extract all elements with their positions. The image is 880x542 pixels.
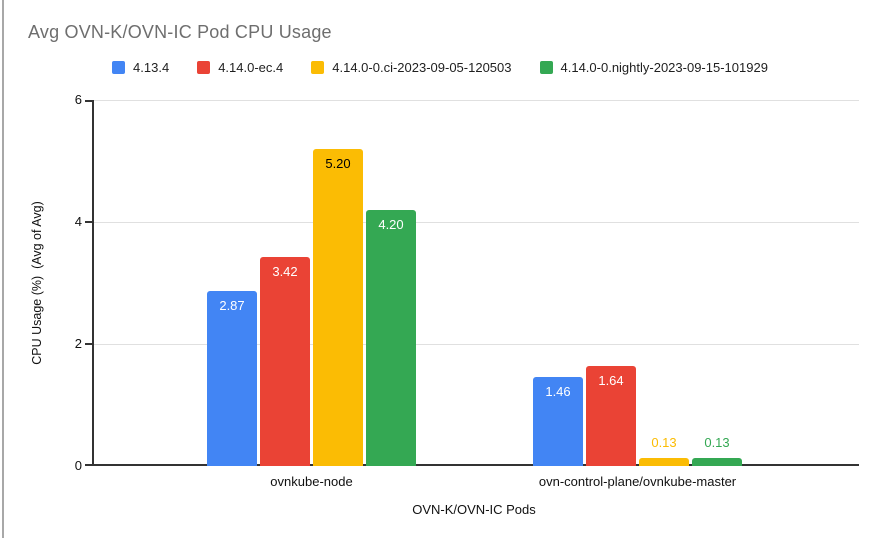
page-left-border <box>2 0 4 538</box>
y-tick-4 <box>85 221 92 223</box>
y-axis-title: CPU Usage (%) (Avg of Avg) <box>30 201 44 365</box>
gridline-4 <box>94 222 859 223</box>
bar-4.14.0-ec.4[interactable]: 3.42 <box>260 257 310 466</box>
legend-swatch-icon <box>539 61 553 74</box>
legend-item-4.14.0-nightly[interactable]: 4.14.0-0.nightly-2023-09-15-101929 <box>539 60 768 75</box>
bar-value-label: 1.64 <box>598 373 624 388</box>
category-label: ovn-control-plane/ovnkube-master <box>538 474 737 489</box>
plot-area: 6 4 2 0 ovnkube-node 2.87 3.42 5.20 4.20 ov… <box>75 92 859 489</box>
bar-value-label: 3.42 <box>272 264 298 279</box>
legend-swatch-icon <box>112 61 126 74</box>
legend: 4.13.4 4.14.0-ec.4 4.14.0-0.ci-2023-09-0… <box>0 60 880 75</box>
bar-4.14.0-0.ci-2023-09-05-120503[interactable]: 5.20 <box>313 149 363 466</box>
x-axis-line <box>94 464 859 466</box>
legend-label: 4.14.0-ec.4 <box>218 60 284 75</box>
bar-group-ovnkube-master: ovn-control-plane/ovnkube-master 1.46 1.6… <box>533 100 742 489</box>
bar-value-label: 0.13 <box>651 435 677 450</box>
legend-item-4.14.0-ci[interactable]: 4.14.0-0.ci-2023-09-05-120503 <box>311 60 512 75</box>
y-tick-label-2: 2 <box>74 336 82 351</box>
gridline-6 <box>94 100 859 101</box>
bar-value-label: 4.20 <box>378 217 404 232</box>
legend-swatch-icon <box>311 61 325 74</box>
y-tick-label-6: 6 <box>74 92 82 107</box>
gridline-2 <box>94 344 859 345</box>
y-tick-label-0: 0 <box>74 458 82 473</box>
y-tick-label-4: 4 <box>74 214 82 229</box>
bar-4.14.0-0.nightly-2023-09-15-101929[interactable]: 0.13 <box>692 435 742 466</box>
bar-value-label: 2.87 <box>219 298 245 313</box>
legend-label: 4.13.4 <box>133 60 170 75</box>
bar-group-ovnkube-node: ovnkube-node 2.87 3.42 5.20 4.20 <box>207 100 416 489</box>
legend-swatch-icon <box>197 61 211 74</box>
bar-4.13.4[interactable]: 2.87 <box>207 291 257 466</box>
bar-4.14.0-0.ci-2023-09-05-120503[interactable]: 0.13 <box>639 435 689 466</box>
bar-4.14.0-ec.4[interactable]: 1.64 <box>586 366 636 466</box>
legend-item-4.14.0-ec.4[interactable]: 4.14.0-ec.4 <box>197 60 283 75</box>
category-label: ovnkube-node <box>270 474 353 489</box>
bar-4.13.4[interactable]: 1.46 <box>533 377 583 466</box>
x-axis-title: OVN-K/OVN-IC Pods <box>412 502 536 517</box>
bar-value-label: 1.46 <box>545 384 571 399</box>
bar-4.14.0-0.nightly-2023-09-15-101929[interactable]: 4.20 <box>366 210 416 466</box>
y-tick-2 <box>85 343 92 345</box>
y-tick-0 <box>85 464 92 466</box>
chart-title: Avg OVN-K/OVN-IC Pod CPU Usage <box>28 22 332 42</box>
legend-label: 4.14.0-0.nightly-2023-09-15-101929 <box>560 60 768 75</box>
bar-value-label: 0.13 <box>704 435 730 450</box>
y-tick-6 <box>85 100 92 102</box>
legend-item-4.13.4[interactable]: 4.13.4 <box>112 60 169 75</box>
bar-value-label: 5.20 <box>325 156 351 171</box>
legend-label: 4.14.0-0.ci-2023-09-05-120503 <box>332 60 512 75</box>
